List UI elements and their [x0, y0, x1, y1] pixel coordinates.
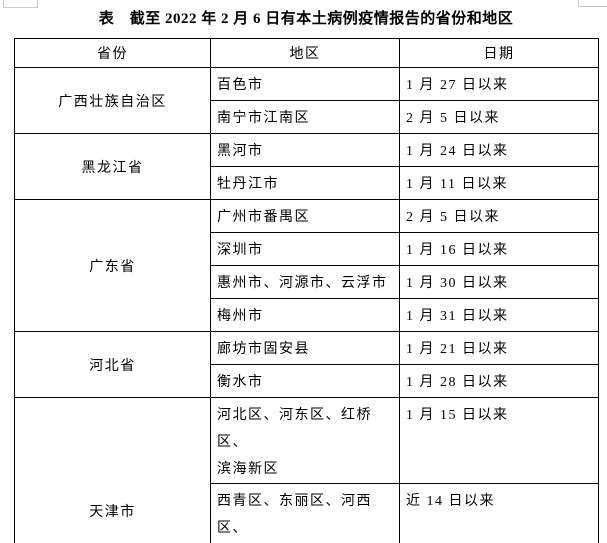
header-row: 省份 地区 日期 [14, 38, 599, 68]
table-row: 广东省 广州市番禺区 2 月 5 日以来 [14, 199, 599, 332]
epidemic-report-table: 省份 地区 日期 广西壮族自治区 百色市 1 月 27 日以来 南宁市江南区 2… [14, 38, 599, 543]
table-row: 广西壮族自治区 百色市 1 月 27 日以来 [14, 67, 599, 134]
region-cell: 廊坊市固安县 [210, 331, 400, 365]
table-row: 河北省 廊坊市固安县 1 月 21 日以来 [14, 331, 599, 398]
region-cell: 惠州市、河源市、云浮市 [210, 265, 400, 299]
date-cell: 1 月 30 日以来 [399, 265, 599, 299]
province-cell-tianjin: 天津市 [14, 397, 211, 543]
date-cell: 1 月 16 日以来 [399, 232, 599, 266]
table-row: 惠州市、河源市、云浮市 1 月 30 日以来 [15, 265, 599, 299]
region-cell: 百色市 [210, 67, 400, 101]
date-cell: 近 14 日以来 [399, 483, 599, 543]
date-cell: 1 月 28 日以来 [399, 364, 599, 398]
region-cell: 梅州市 [210, 298, 400, 332]
cropped-ui-fragment-top-left [3, 0, 38, 8]
region-cell: 深圳市 [210, 232, 400, 266]
date-cell: 2 月 5 日以来 [399, 100, 599, 134]
province-cell-guangxi: 广西壮族自治区 [14, 67, 211, 134]
table-row: 西青区、东丽区、河西区、 和平区、南开区、北辰区、 津南区 近 14 日以来 [15, 483, 599, 543]
region-cell: 南宁市江南区 [210, 100, 400, 134]
header-cell-date: 日期 [399, 38, 599, 68]
date-cell: 1 月 24 日以来 [399, 133, 599, 167]
header-cell-province: 省份 [14, 38, 211, 68]
region-cell: 西青区、东丽区、河西区、 和平区、南开区、北辰区、 津南区 [210, 483, 400, 543]
table-caption: 表 截至 2022 年 2 月 6 日有本土病例疫情报告的省份和地区 [98, 11, 514, 27]
table-row: 黑龙江省 黑河市 1 月 24 日以来 [14, 133, 599, 200]
province-cell-hebei: 河北省 [14, 331, 211, 398]
region-cell: 黑河市 [210, 133, 400, 167]
province-cell-guangdong: 广东省 [14, 199, 211, 332]
date-cell: 2 月 5 日以来 [399, 199, 599, 233]
header-cell-region: 地区 [210, 38, 400, 68]
region-cell: 衡水市 [210, 364, 400, 398]
province-cell-heilongjiang: 黑龙江省 [14, 133, 211, 200]
date-cell: 1 月 21 日以来 [399, 331, 599, 365]
date-cell: 1 月 31 日以来 [399, 298, 599, 332]
table-row: 梅州市 1 月 31 日以来 [15, 298, 599, 332]
cropped-ui-fragment-top-right [578, 0, 607, 7]
table-row: 牡丹江市 1 月 11 日以来 [15, 166, 599, 200]
region-cell: 河北区、河东区、红桥区、 滨海新区 [210, 397, 400, 484]
table-row: 天津市 河北区、河东区、红桥区、 滨海新区 1 月 15 日以来 [14, 397, 599, 543]
table-row: 南宁市江南区 2 月 5 日以来 [15, 100, 599, 134]
date-cell: 1 月 27 日以来 [399, 67, 599, 101]
region-cell: 广州市番禺区 [210, 199, 400, 233]
date-cell: 1 月 15 日以来 [399, 397, 599, 484]
date-cell: 1 月 11 日以来 [399, 166, 599, 200]
region-cell: 牡丹江市 [210, 166, 400, 200]
